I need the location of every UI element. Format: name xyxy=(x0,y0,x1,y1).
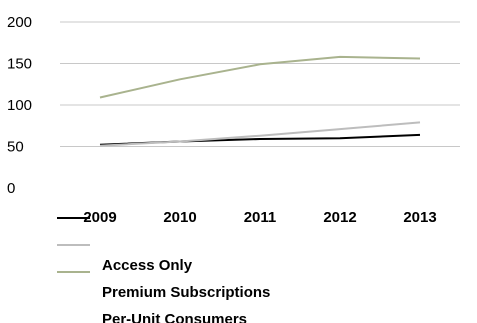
gridlines xyxy=(60,21,460,147)
legend-label: Access Only xyxy=(102,257,193,274)
legend-label: Premium Subscriptions xyxy=(102,284,270,301)
y-tick-label: 50 xyxy=(7,139,24,156)
y-tick-label: 0 xyxy=(7,180,15,197)
legend-label: Per-Unit Consumers xyxy=(102,311,247,323)
x-axis-ticks: 2009 2010 2011 2012 2013 xyxy=(83,209,436,226)
x-tick-label: 2009 xyxy=(83,209,116,226)
legend: Access Only Premium Subscriptions Per-Unit… xyxy=(57,217,270,323)
x-tick-label: 2012 xyxy=(323,209,356,226)
x-tick-label: 2011 xyxy=(244,209,277,226)
series-lines xyxy=(99,55,421,147)
y-tick-label: 100 xyxy=(7,97,32,114)
x-tick-label: 2010 xyxy=(163,209,196,226)
y-axis-ticks: 0 50 100 150 200 xyxy=(7,14,32,197)
series-line-premium-subscriptions xyxy=(99,121,421,147)
y-tick-label: 200 xyxy=(7,14,32,31)
y-tick-label: 150 xyxy=(7,56,32,73)
x-tick-label: 2013 xyxy=(403,209,436,226)
series-line-per-unit-consumers xyxy=(99,55,421,99)
